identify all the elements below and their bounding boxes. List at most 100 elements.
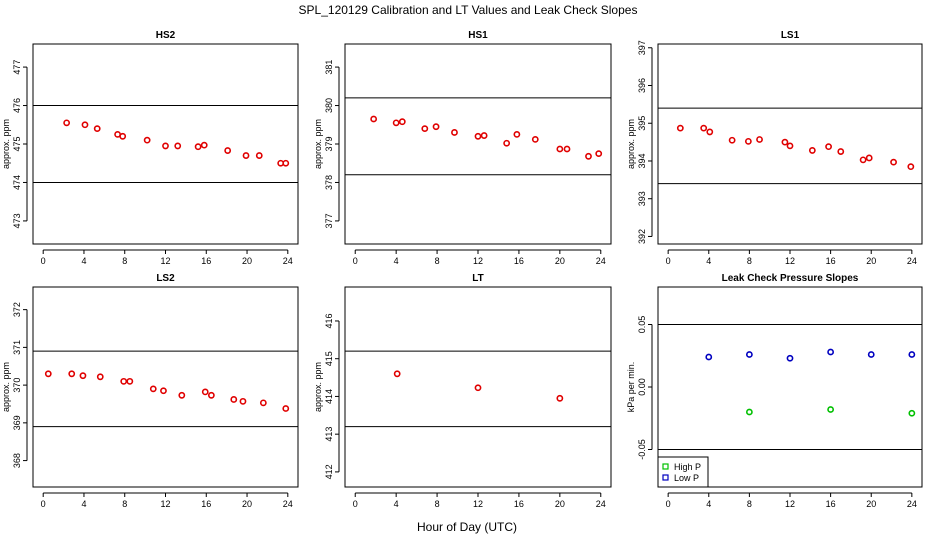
data-point [595,150,603,158]
x-tick-label: 0 [353,499,358,509]
panel-title: LT [472,273,483,284]
y-axis-label: approx. ppm [1,362,11,412]
data-point [827,406,835,413]
data-point [781,138,789,146]
data-point [160,387,167,395]
x-tick-label: 0 [353,256,358,266]
x-tick-label: 12 [473,499,483,509]
panel-title: LS1 [781,30,800,41]
x-tick-label: 16 [826,499,836,509]
plot-frame [32,43,299,245]
x-tick-label: 12 [160,256,170,266]
x-tick-label: 20 [866,499,876,509]
y-tick-label: 392 [637,229,647,244]
plot-frame [657,43,923,245]
x-tick-label: 12 [785,499,795,509]
data-point [837,148,845,155]
data-point [44,370,52,378]
data-point [230,396,238,403]
data-point [531,135,539,143]
data-point [149,385,157,393]
x-tick-label: 4 [81,499,86,509]
data-point [162,142,169,150]
data-point [676,124,684,132]
data-point [120,377,128,385]
data-point [81,121,89,129]
x-tick-label: 8 [747,499,752,509]
y-tick-label: 475 [12,136,22,151]
x-axis: 0 4 8 12 16 20 24 [353,249,606,266]
data-point [370,115,378,123]
data-point [744,137,752,145]
y-tick-label: 416 [324,313,334,328]
panel-title: HS1 [468,30,488,41]
series-low-p [705,348,916,362]
data-point [200,141,208,149]
x-tick-label: 12 [785,256,795,266]
data-point [756,136,763,143]
x-tick-label: 24 [283,256,293,266]
legend-label: Low P [674,473,699,483]
y-tick-label: 477 [12,60,22,75]
y-axis-label: approx. ppm [313,362,323,412]
data-point [556,394,564,402]
y-tick-label: 371 [12,340,22,355]
x-tick-label: 8 [435,256,440,266]
x-tick-label: 24 [596,499,606,509]
data-point [867,351,875,358]
data-point [563,145,571,153]
x-axis: 0 4 8 12 16 20 24 [41,249,293,266]
x-tick-label: 20 [555,499,565,509]
x-tick-label: 16 [201,256,211,266]
data-point [556,145,564,153]
data-point [808,147,816,154]
x-tick-label: 0 [666,256,671,266]
data-point [239,397,247,405]
panel-lt: LT approx. ppm 0 4 8 12 16 20 24 412 413 414 415 416 [313,273,612,509]
data-point [474,132,482,140]
y-tick-label: 412 [324,464,334,479]
x-tick-label: 0 [41,256,46,266]
x-tick-label: 16 [514,499,524,509]
y-tick-label: 476 [12,98,22,113]
data-point [825,143,832,151]
y-tick-label: 380 [324,98,334,113]
data-point [706,128,714,136]
plot-frame [344,286,612,488]
y-tick-label: -0.05 [637,439,647,460]
panel-hs1: HS1 approx. ppm 0 4 8 12 16 20 24 377 378 379 380 381 [313,30,612,266]
x-tick-label: 0 [41,499,46,509]
x-axis: 0 4 8 12 16 20 24 [353,492,606,509]
x-tick-label: 24 [596,256,606,266]
series-high-p [745,406,916,417]
data-point [63,119,71,127]
data-point [393,370,401,378]
x-axis: 0 4 8 12 16 20 24 [41,492,293,509]
x-tick-label: 4 [81,256,86,266]
data-point [786,354,794,362]
data-point [728,136,736,144]
data-point [745,351,753,358]
data-point [480,132,488,139]
x-tick-label: 16 [514,256,524,266]
y-axis-label: approx. ppm [313,119,323,169]
panel-ls1: LS1 approx. ppm 0 4 8 12 16 20 24 392 393 394 395 396… [626,30,923,266]
data-point [392,119,400,127]
y-tick-label: 370 [12,378,22,393]
x-tick-label: 20 [555,256,565,266]
data-point [827,348,835,356]
data-point [68,370,76,378]
panel-title: Leak Check Pressure Slopes [722,273,859,284]
x-tick-label: 20 [242,256,252,266]
data-point [907,163,915,171]
data-point [259,399,267,407]
data-point [451,129,458,136]
legend-box [657,456,709,488]
y-axis-label: approx. ppm [1,119,11,169]
x-tick-label: 24 [907,499,917,509]
y-tick-label: 368 [12,453,22,468]
data-point [908,351,916,358]
data-point [786,142,794,150]
figure-title: SPL_120129 Calibration and LT Values and… [299,3,638,17]
data-point [890,158,897,166]
